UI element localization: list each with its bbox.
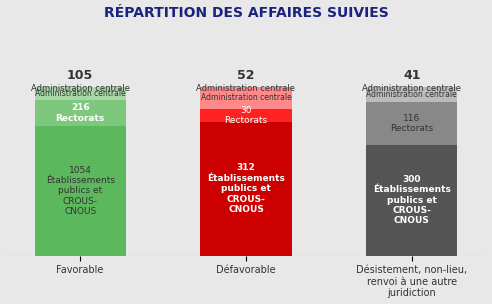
Text: Administration centrale: Administration centrale <box>201 93 291 102</box>
Text: 41: 41 <box>403 69 421 82</box>
Bar <box>200 87 292 109</box>
Bar <box>200 109 292 122</box>
Bar <box>34 87 126 100</box>
Text: 216
Rectorats: 216 Rectorats <box>56 103 105 123</box>
Text: 1054
Établissements
publics et
CROUS-
CNOUS: 1054 Établissements publics et CROUS- CN… <box>46 166 115 216</box>
Text: 312
Établissements
publics et
CROUS-
CNOUS: 312 Établissements publics et CROUS- CNO… <box>207 163 285 214</box>
Text: 116
Rectorats: 116 Rectorats <box>390 114 433 133</box>
Bar <box>366 145 458 256</box>
Text: 105: 105 <box>67 69 93 82</box>
Text: 52: 52 <box>237 69 255 82</box>
Text: Administration centrale: Administration centrale <box>196 84 296 93</box>
Text: Administration centrale: Administration centrale <box>31 84 130 93</box>
Text: 300
Établissements
publics et
CROUS-
CNOUS: 300 Établissements publics et CROUS- CNO… <box>373 175 451 226</box>
Bar <box>366 102 458 145</box>
Bar <box>34 100 126 126</box>
Bar <box>200 122 292 256</box>
Bar <box>366 87 458 102</box>
Text: Administration centrale: Administration centrale <box>367 90 457 99</box>
Text: Administration centrale: Administration centrale <box>362 84 461 93</box>
Title: RÉPARTITION DES AFFAIRES SUIVIES: RÉPARTITION DES AFFAIRES SUIVIES <box>104 5 388 19</box>
Text: Administration centrale: Administration centrale <box>35 89 125 98</box>
Text: 30
Rectorats: 30 Rectorats <box>224 106 268 125</box>
Bar <box>34 126 126 256</box>
